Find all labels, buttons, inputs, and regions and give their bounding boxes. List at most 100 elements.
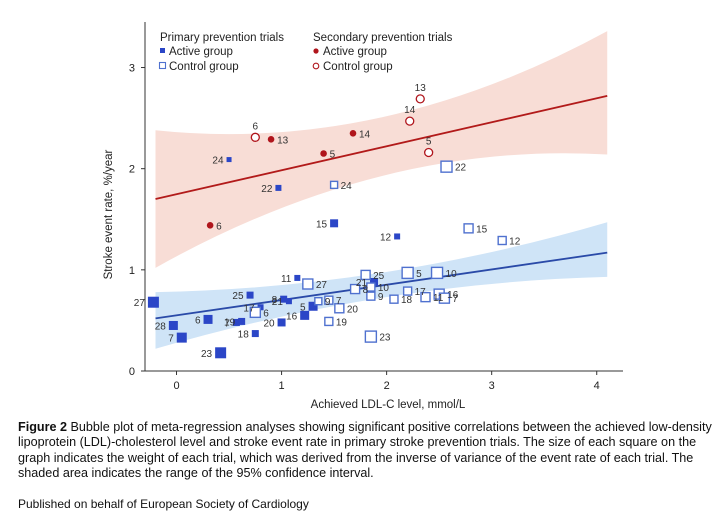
primary-active-square — [280, 295, 288, 303]
secondary-control-label: 6 — [253, 121, 259, 132]
legend-primary-active-label: Active group — [169, 46, 233, 58]
primary-active-label: 25 — [232, 291, 244, 302]
primary-control-label: 20 — [347, 304, 359, 315]
primary-active-label: 15 — [316, 219, 328, 230]
primary-active-square — [294, 274, 301, 281]
primary-control-square — [440, 160, 453, 173]
primary-control-square — [314, 297, 323, 306]
primary-control-square — [324, 316, 334, 327]
primary-control-label: 6 — [263, 308, 269, 319]
primary-active-label: 18 — [238, 330, 250, 341]
primary-active-square — [308, 301, 318, 311]
primary-active-square — [277, 318, 286, 327]
x-tick-label: 1 — [279, 380, 285, 392]
secondary-control-circle — [423, 147, 434, 158]
legend-primary-title: Primary prevention trials — [160, 32, 284, 44]
primary-control-square — [249, 306, 262, 319]
primary-active-label: 11 — [281, 274, 292, 285]
primary-active-label: 12 — [380, 232, 392, 243]
x-tick-label: 3 — [489, 380, 495, 392]
primary-active-square — [168, 320, 178, 330]
primary-control-square — [349, 283, 361, 295]
primary-active-label: 27 — [134, 298, 146, 309]
primary-active-square — [251, 330, 259, 338]
primary-active-square — [275, 184, 282, 191]
primary-control-square — [497, 235, 507, 246]
primary-control-label: 10 — [446, 269, 458, 280]
primary-control-square — [324, 295, 334, 305]
primary-control-square — [334, 303, 345, 314]
primary-control-label: 9 — [378, 292, 384, 303]
y-tick-label: 3 — [129, 63, 135, 75]
secondary-control-circle — [405, 116, 415, 126]
primary-active-label: 17 — [243, 303, 255, 314]
primary-control-label: 25 — [373, 271, 385, 282]
secondary-active-circle — [267, 136, 275, 143]
primary-active-square — [147, 296, 159, 308]
x-tick-label: 4 — [594, 380, 600, 392]
primary-control-label: 22 — [455, 163, 467, 174]
secondary-control-label: 14 — [404, 105, 416, 116]
figure-caption: Figure 2 Bubble plot of meta-regression … — [18, 420, 718, 482]
primary-active-square — [285, 298, 292, 305]
legend: Primary prevention trials Active group Con… — [158, 32, 453, 73]
primary-active-label: 22 — [261, 184, 273, 195]
primary-active-square — [300, 310, 310, 320]
secondary-control-circle — [250, 132, 260, 142]
legend-secondary-active-swatch — [313, 48, 319, 54]
primary-control-label: 10 — [378, 283, 390, 294]
regression-lines — [155, 94, 608, 320]
publisher-note: Published on behalf of European Society … — [18, 497, 309, 511]
x-axis-title: Achieved LDL-C level, mmol/L — [311, 399, 466, 411]
y-tick-label: 1 — [129, 265, 135, 277]
primary-control-label: 19 — [336, 317, 348, 328]
secondary-active-label: 5 — [330, 150, 336, 161]
legend-primary-control-label: Control group — [169, 61, 239, 73]
primary-active-label: 8 — [272, 295, 278, 306]
x-tick-label: 0 — [173, 380, 179, 392]
legend-primary-active-swatch — [160, 48, 165, 53]
legend-secondary-control-label: Control group — [323, 61, 393, 73]
primary-control-label: 16 — [447, 290, 459, 301]
legend-secondary-title: Secondary prevention trials — [313, 32, 453, 44]
data-points — [147, 94, 507, 359]
primary-control-square — [438, 292, 451, 304]
secondary-active-label: 14 — [359, 129, 371, 140]
secondary-control-label: 13 — [415, 83, 427, 94]
primary-control-label: 7 — [452, 294, 458, 305]
secondary-active-circle — [206, 222, 214, 229]
primary-control-label: 7 — [336, 296, 342, 307]
figure-caption-lead: Figure 2 — [18, 420, 67, 434]
primary-control-label: 23 — [379, 333, 391, 344]
legend-secondary-control-swatch — [312, 62, 320, 70]
primary-active-label: 19 — [224, 317, 236, 328]
y-tick-label: 2 — [129, 164, 135, 176]
x-tick-label: 2 — [384, 380, 390, 392]
legend-primary-control-swatch — [158, 61, 167, 70]
primary-active-label: 24 — [212, 156, 224, 167]
primary-control-label: 8 — [363, 285, 369, 296]
primary-control-label: 27 — [316, 280, 328, 291]
primary-active-label: 7 — [168, 334, 174, 345]
primary-control-label: 18 — [401, 295, 413, 306]
primary-active-label: 20 — [263, 318, 275, 329]
primary-control-square — [430, 266, 444, 280]
primary-active-square — [232, 318, 240, 326]
primary-control-square — [401, 266, 414, 280]
primary-active-label: 16 — [286, 311, 298, 322]
secondary-control-circle — [415, 94, 425, 104]
legend-secondary-active-label: Active group — [323, 46, 387, 58]
primary-control-square — [360, 269, 371, 281]
primary-control-square — [389, 294, 399, 304]
primary-active-square — [370, 277, 379, 286]
primary-active-label: 5 — [300, 302, 306, 313]
primary-active-square — [226, 157, 232, 163]
primary-active-square — [394, 233, 401, 240]
secondary-ci-band — [155, 31, 608, 268]
primary-active-square — [176, 332, 187, 343]
primary-control-label: 15 — [476, 224, 488, 235]
primary-active-label: 21 — [272, 297, 284, 308]
primary-active-label: 21 — [356, 278, 368, 289]
